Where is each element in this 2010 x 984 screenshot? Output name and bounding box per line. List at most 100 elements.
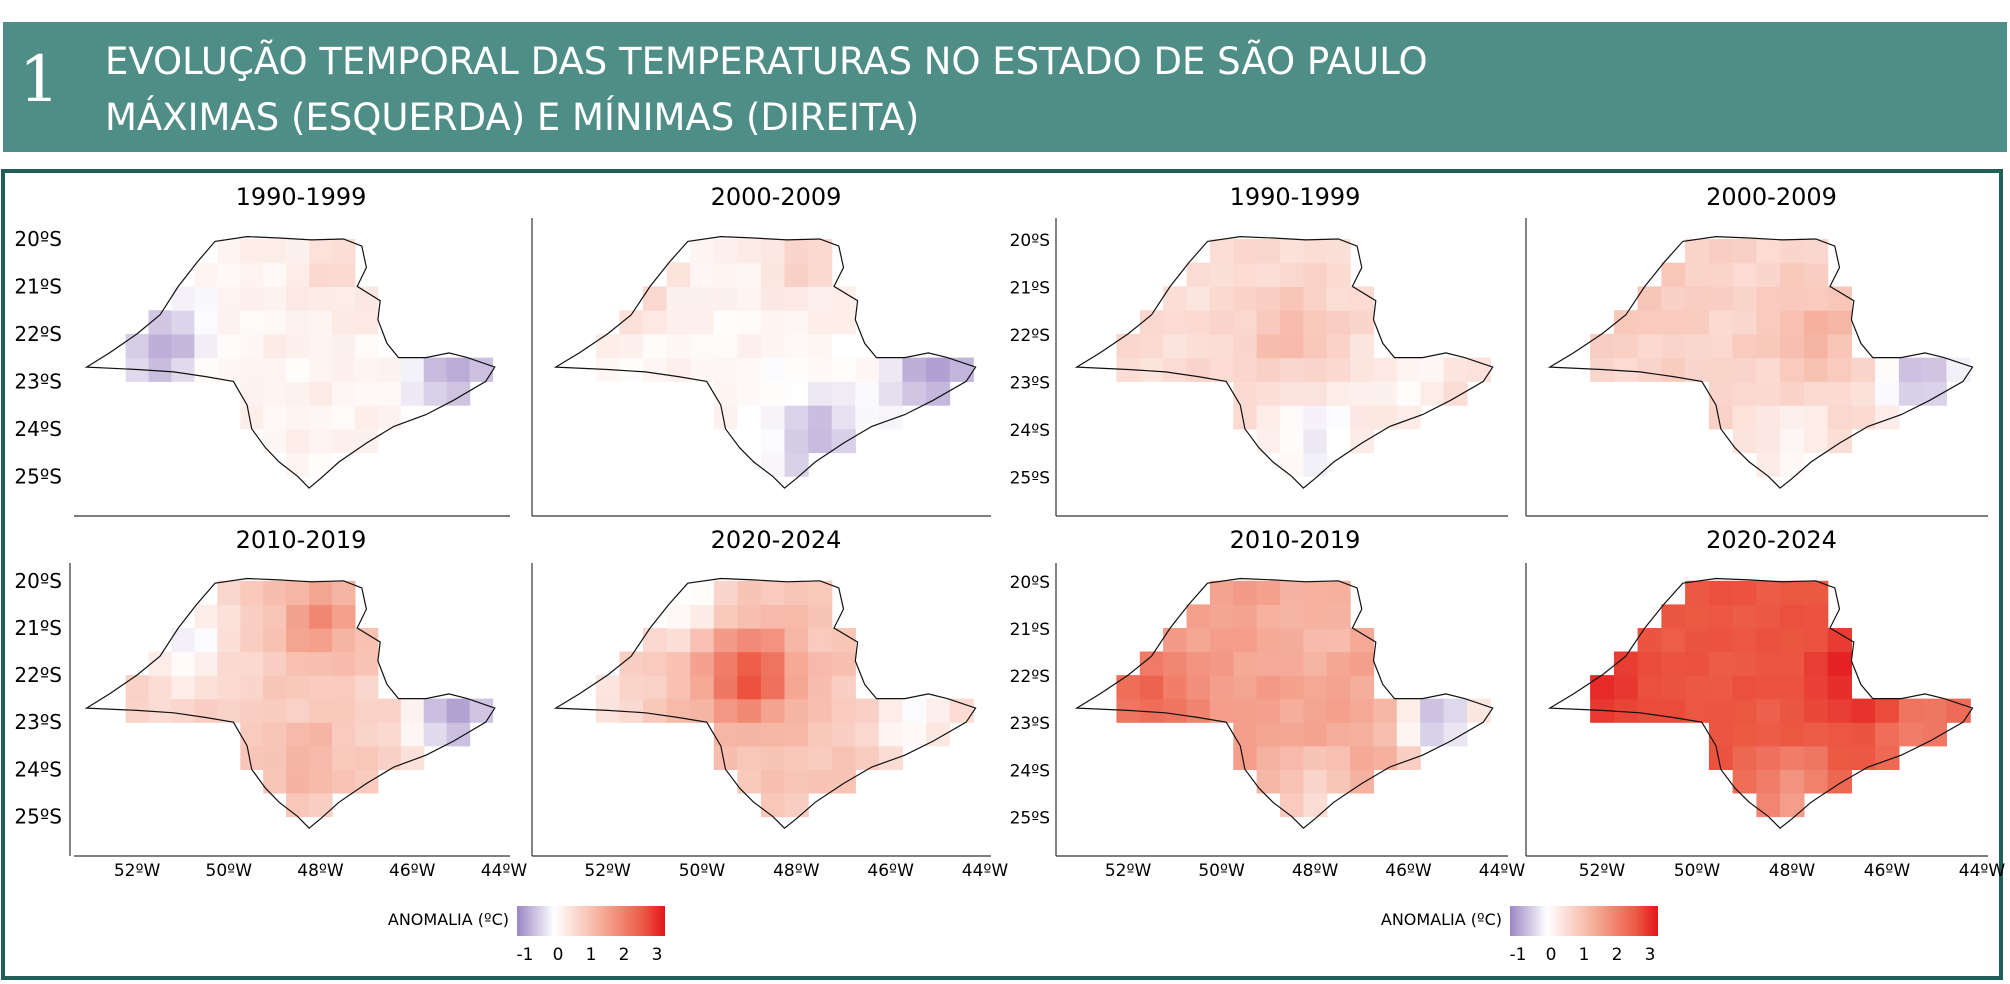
anomaly-cell [619,698,644,723]
anomaly-cell [666,651,691,676]
anomaly-cell [332,769,356,794]
anomaly-cell [1186,333,1211,359]
anomaly-cell [808,262,833,287]
anomaly-cell [400,405,425,430]
anomaly-cell [1803,745,1829,770]
anomaly-cell [1756,792,1781,818]
anomaly-cell [1303,698,1328,723]
anomaly-cell [377,722,402,747]
anomaly-cell [1637,675,1662,700]
anomaly-cell [1163,310,1188,335]
anomaly-cell [1303,262,1328,287]
anomaly-cell [1280,428,1304,454]
anomaly-cell [1803,675,1829,700]
anomaly-cell [1708,698,1734,723]
anomaly-cell [1661,651,1686,676]
anomaly-cell [690,628,715,653]
anomaly-cell [354,745,379,770]
anomaly-cell [595,675,620,700]
anomaly-cell [1851,381,1876,406]
anomaly-cell [1280,698,1304,723]
anomaly-cell [1256,745,1281,770]
anomaly-cell [1756,651,1781,676]
anomaly-cell [309,722,333,747]
anomaly-cell [1233,722,1258,747]
lon-tick-label: 44ºW [481,861,528,881]
lon-tick-label: 50ºW [1198,861,1245,881]
anomaly-cell [760,428,786,454]
anomaly-cell [784,722,809,747]
anomaly-cell [784,428,809,454]
lon-tick-label: 52ºW [1105,861,1152,881]
anomaly-cell [760,357,786,382]
anomaly-cell [1350,628,1375,653]
anomaly-cell [902,381,927,406]
anomaly-cell [1326,333,1351,359]
anomaly-cell [1780,286,1805,311]
anomaly-cell [1326,628,1351,653]
anomaly-cell [1661,628,1686,653]
map-panel: 2000-2009 [531,183,991,517]
anomaly-cell [194,628,218,653]
anomaly-cell [1303,651,1328,676]
anomaly-cell [240,357,264,382]
anomaly-cell [332,745,356,770]
anomaly-cell [1396,381,1421,406]
anomaly-cell [286,333,310,359]
anomaly-cell [1803,262,1829,287]
anomaly-cell [737,698,762,723]
lon-tick-label: 52ºW [1579,861,1626,881]
panel-title: 1990-1999 [1230,183,1361,211]
anomaly-cell [784,310,809,335]
anomaly-cell [1732,239,1757,264]
anomaly-cell [309,792,333,818]
anomaly-cell [1209,651,1234,676]
anomaly-cell [1756,580,1781,605]
anomaly-cell [1396,698,1421,723]
anomaly-cell [760,286,786,311]
anomaly-cell [808,405,833,430]
anomaly-cell [194,604,218,629]
anomaly-cell [713,239,738,264]
lat-tick-label: 21ºS [1010,278,1050,298]
anomaly-cell [1326,722,1351,747]
anomaly-cell [1280,310,1304,335]
anomaly-cell [1186,675,1211,700]
anomaly-cell [171,310,195,335]
anomaly-cell [902,722,927,747]
anomaly-cell [423,698,448,723]
anomaly-cell [737,286,762,311]
anomaly-cell [1780,239,1805,264]
anomaly-cell [377,745,402,770]
anomaly-cell [808,381,833,406]
anomaly-cell [1780,698,1805,723]
anomaly-cell [1303,722,1328,747]
anomaly-cell [1780,604,1805,629]
anomaly-cell [354,381,379,406]
anomaly-cell [1233,675,1258,700]
anomaly-cell [1780,722,1805,747]
anomaly-cell [1326,651,1351,676]
anomaly-cell [309,698,333,723]
anomaly-cell [1780,381,1805,406]
anomaly-cell [619,357,644,382]
anomaly-cell [309,381,333,406]
anomaly-cell [1732,333,1757,359]
anomaly-cell [1209,239,1234,264]
anomaly-cell [217,239,241,264]
anomaly-cell [878,405,904,430]
anomaly-cell [784,580,809,605]
anomaly-cell [784,333,809,359]
lon-tick-label: 48ºW [1292,861,1339,881]
anomaly-cell [760,675,786,700]
anomaly-cell [1396,405,1421,430]
lat-tick-label: 21ºS [14,274,62,298]
anomaly-cell [171,698,195,723]
anomaly-cell [690,310,715,335]
anomaly-cell [1466,698,1491,723]
anomaly-cell [309,428,333,454]
anomaly-cell [1420,722,1445,747]
anomaly-cell [1256,675,1281,700]
anomaly-cell [1708,628,1734,653]
anomaly-cell [619,333,644,359]
